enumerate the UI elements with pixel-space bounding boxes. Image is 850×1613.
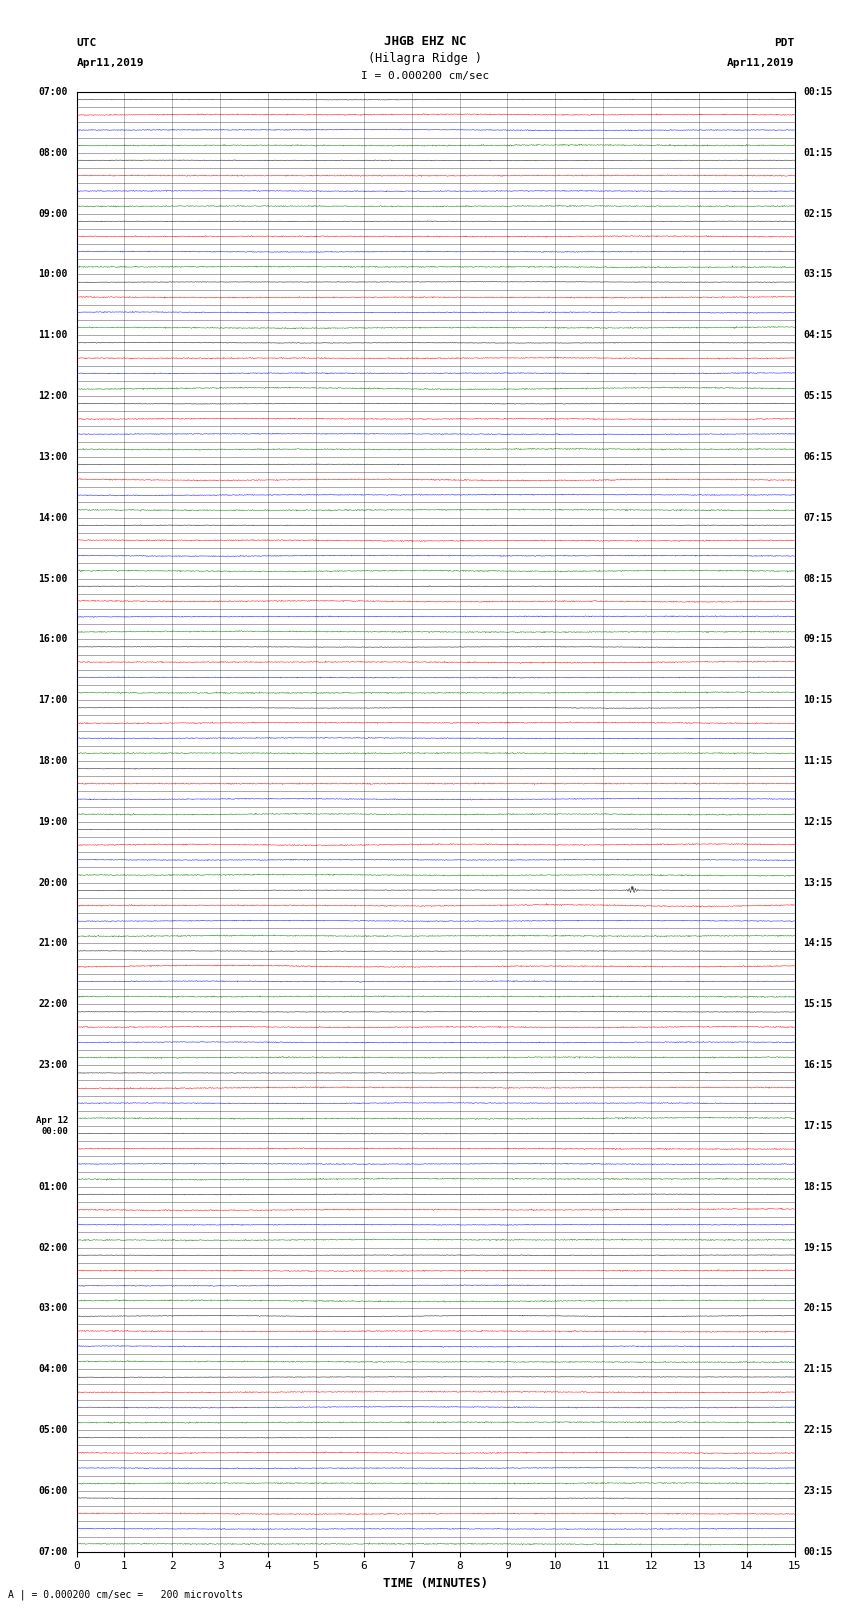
- Text: 00:15: 00:15: [803, 1547, 833, 1557]
- Text: 03:00: 03:00: [38, 1303, 68, 1313]
- Text: 04:00: 04:00: [38, 1365, 68, 1374]
- Text: A | = 0.000200 cm/sec =   200 microvolts: A | = 0.000200 cm/sec = 200 microvolts: [8, 1589, 243, 1600]
- Text: (Hilagra Ridge ): (Hilagra Ridge ): [368, 52, 482, 65]
- Text: 05:00: 05:00: [38, 1424, 68, 1436]
- Text: 04:15: 04:15: [803, 331, 833, 340]
- Text: UTC: UTC: [76, 39, 97, 48]
- Text: 15:15: 15:15: [803, 1000, 833, 1010]
- Text: 17:15: 17:15: [803, 1121, 833, 1131]
- Text: 16:15: 16:15: [803, 1060, 833, 1069]
- Text: 15:00: 15:00: [38, 574, 68, 584]
- Text: 11:00: 11:00: [38, 331, 68, 340]
- Text: 08:15: 08:15: [803, 574, 833, 584]
- Text: 06:15: 06:15: [803, 452, 833, 461]
- Text: 05:15: 05:15: [803, 390, 833, 402]
- Text: JHGB EHZ NC: JHGB EHZ NC: [383, 35, 467, 48]
- Text: I = 0.000200 cm/sec: I = 0.000200 cm/sec: [361, 71, 489, 81]
- Text: 07:15: 07:15: [803, 513, 833, 523]
- Text: 18:00: 18:00: [38, 756, 68, 766]
- Text: 00:15: 00:15: [803, 87, 833, 97]
- Text: 18:15: 18:15: [803, 1182, 833, 1192]
- Text: 16:00: 16:00: [38, 634, 68, 644]
- Text: Apr11,2019: Apr11,2019: [76, 58, 144, 68]
- Text: 11:15: 11:15: [803, 756, 833, 766]
- Text: 10:15: 10:15: [803, 695, 833, 705]
- Text: 09:15: 09:15: [803, 634, 833, 644]
- Text: 22:15: 22:15: [803, 1424, 833, 1436]
- Text: 23:15: 23:15: [803, 1486, 833, 1495]
- Text: 06:00: 06:00: [38, 1486, 68, 1495]
- Text: 02:15: 02:15: [803, 208, 833, 219]
- Text: 22:00: 22:00: [38, 1000, 68, 1010]
- Text: 14:15: 14:15: [803, 939, 833, 948]
- Text: 02:00: 02:00: [38, 1242, 68, 1253]
- Text: 01:15: 01:15: [803, 148, 833, 158]
- Text: 21:00: 21:00: [38, 939, 68, 948]
- Text: 09:00: 09:00: [38, 208, 68, 219]
- Text: 20:15: 20:15: [803, 1303, 833, 1313]
- Text: 13:15: 13:15: [803, 877, 833, 887]
- Text: 17:00: 17:00: [38, 695, 68, 705]
- Text: 08:00: 08:00: [38, 148, 68, 158]
- Text: 12:15: 12:15: [803, 816, 833, 827]
- Text: 10:00: 10:00: [38, 269, 68, 279]
- Text: 14:00: 14:00: [38, 513, 68, 523]
- Text: 21:15: 21:15: [803, 1365, 833, 1374]
- Text: PDT: PDT: [774, 39, 795, 48]
- Text: 23:00: 23:00: [38, 1060, 68, 1069]
- Text: 01:00: 01:00: [38, 1182, 68, 1192]
- Text: 03:15: 03:15: [803, 269, 833, 279]
- Text: 07:00: 07:00: [38, 87, 68, 97]
- Text: Apr11,2019: Apr11,2019: [728, 58, 795, 68]
- Text: 12:00: 12:00: [38, 390, 68, 402]
- Text: 19:00: 19:00: [38, 816, 68, 827]
- Text: 07:00: 07:00: [38, 1547, 68, 1557]
- Text: Apr 12
00:00: Apr 12 00:00: [36, 1116, 68, 1136]
- Text: 20:00: 20:00: [38, 877, 68, 887]
- Text: 13:00: 13:00: [38, 452, 68, 461]
- Text: 19:15: 19:15: [803, 1242, 833, 1253]
- X-axis label: TIME (MINUTES): TIME (MINUTES): [383, 1578, 488, 1590]
